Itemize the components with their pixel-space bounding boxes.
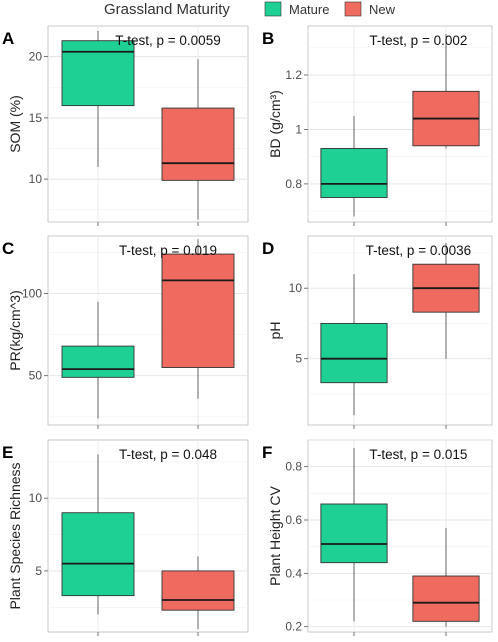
legend-label-new: New	[369, 2, 396, 17]
box-new	[412, 575, 480, 622]
y-axis-label: SOM (%)	[7, 95, 23, 153]
box-mature	[61, 512, 135, 597]
box-new	[161, 107, 235, 181]
y-axis-label: BD (g/cm³)	[267, 90, 283, 158]
y-tick-label: 1	[295, 122, 302, 136]
y-tick-label: 0.8	[285, 177, 302, 191]
legend-title: Grassland Maturity	[104, 1, 230, 18]
ttest-annotation: T-test, p = 0.019	[119, 243, 217, 258]
y-tick-label: 10	[29, 172, 43, 186]
y-tick-label: 0.2	[285, 620, 302, 634]
y-tick-label: 1.2	[285, 68, 302, 82]
panel-a: 10 15 20 T-test, p = 0.0059 A SOM (%)	[2, 25, 249, 226]
panel-label: A	[2, 29, 14, 48]
box-new	[161, 253, 235, 368]
y-axis-label: Plant Height CV	[267, 486, 283, 586]
box-mature	[320, 503, 388, 564]
y-tick-label: 100	[22, 287, 42, 301]
y-tick-label: 50	[29, 369, 43, 383]
y-tick-label: 0.4	[285, 566, 302, 580]
panel-label: D	[262, 239, 274, 258]
y-tick-label: 10	[289, 281, 303, 295]
y-tick-label: 0.8	[285, 460, 302, 474]
legend-swatch-new	[344, 1, 362, 17]
box-mature	[320, 322, 388, 384]
y-tick-label: 5	[295, 352, 302, 366]
y-tick-label: 15	[29, 111, 43, 125]
y-axis-label: Plant Species Richness	[7, 462, 23, 609]
y-axis-label: pH	[267, 322, 283, 340]
panel-d: 5 10 T-test, p = 0.0036 DpH	[262, 235, 493, 429]
y-tick-label: 10	[29, 491, 43, 505]
ttest-annotation: T-test, p = 0.0036	[366, 243, 471, 258]
box-new	[161, 570, 235, 611]
panel-b: 0.8 1 1.2 T-test, p = 0.002 B BD (g/cm³)	[262, 25, 493, 226]
y-axis-label: PR(kg/cm^3)	[7, 290, 23, 370]
legend: Grassland Maturity Mature New	[104, 1, 396, 18]
panel-label: B	[262, 29, 274, 48]
y-tick-label: 5	[35, 564, 42, 578]
box-mature	[61, 40, 135, 107]
legend-label-mature: Mature	[289, 2, 329, 17]
box-mature	[320, 148, 388, 198]
panel-label: E	[2, 443, 13, 462]
panel-label: C	[2, 239, 14, 258]
ttest-annotation: T-test, p = 0.0059	[115, 33, 220, 48]
ttest-annotation: T-test, p = 0.015	[369, 447, 467, 462]
box-mature	[61, 345, 135, 378]
panel-c: 50 100 T-test, p = 0.019 C PR(kg/cm^3)	[2, 235, 249, 429]
panel-f: 0.2 0.4 0.6 0.8 T-test, p = 0.015 F Plant Heig…	[262, 439, 493, 636]
y-tick-label: 20	[29, 50, 43, 64]
ttest-annotation: T-test, p = 0.048	[119, 447, 217, 462]
legend-swatch-mature	[264, 1, 282, 17]
ttest-annotation: T-test, p = 0.002	[369, 33, 467, 48]
y-tick-label: 0.6	[285, 513, 302, 527]
panel-label: F	[262, 443, 272, 462]
